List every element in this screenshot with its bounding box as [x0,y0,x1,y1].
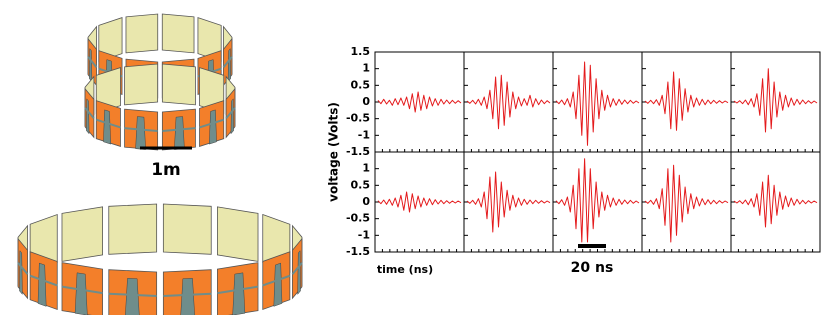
y-tick-label: -1 [358,128,370,141]
panel-feed [180,278,196,319]
panel-feed [37,262,47,307]
waveform [466,74,551,130]
panel-feed [124,278,140,319]
waveform [377,91,462,113]
y-tick-label: 1 [362,162,370,175]
panel-feed [297,249,301,296]
y-tick-label: 0.5 [351,178,371,191]
waveform [466,171,551,233]
scale-label: 1m [151,160,181,180]
y-tick-label: -1.5 [346,145,370,158]
back-panel [162,203,212,255]
panel-rib [199,118,225,129]
back-panel [125,13,159,54]
panel-rib [225,107,236,119]
panel-rib [124,127,158,132]
panel-feed [89,47,93,83]
waveform [644,164,729,243]
time-scale-label: 20 ns [571,260,614,276]
waveform [555,158,640,243]
panel-rib [95,118,121,129]
y-tick-label: 1 [362,62,370,75]
panel-feed [273,262,283,307]
panel-rib [84,107,95,119]
y-tick-label: -1.5 [346,245,370,258]
panel-rib [217,285,259,295]
back-panel [98,17,123,62]
y-tick-label: 1.5 [351,45,371,58]
panel-rib [163,292,212,297]
panel-rib [29,274,58,287]
back-panel [161,13,195,54]
panel-feed [103,109,112,145]
panel-rib [291,262,303,275]
panel-rib [162,127,196,132]
panel-feed [230,98,234,135]
panel-feed [86,98,90,135]
x-axis-label: time (ns) [377,263,433,276]
waveform [733,68,818,133]
y-tick-label: -1 [358,228,370,241]
panel-rib [87,56,98,68]
y-tick-label: -0.5 [346,112,370,125]
back-panel [61,206,103,262]
back-panel [161,63,196,106]
back-panel [108,203,158,255]
waveform [644,71,729,131]
panel-rib [61,285,103,295]
panel-feed [208,109,217,145]
panel-rib [262,274,291,287]
panel-feed [135,116,146,150]
y-tick-label: 0 [362,195,370,208]
waveform [377,191,462,213]
waveform [555,61,640,146]
panel-rib [108,292,157,297]
panel-feed [232,272,246,316]
y-axis-label: voltage (Volts) [327,102,341,202]
waveform [733,174,818,228]
y-tick-label: 0 [362,95,370,108]
y-tick-label: 0.5 [351,78,371,91]
back-panel [124,63,159,106]
back-panel [217,206,259,262]
waveform-panels: -1.5 -1 -0.5 0 0.5 1 1.5 voltage (Volts) -1.5 -1 -… [327,45,821,276]
y-tick-label: -0.5 [346,212,370,225]
panel-feed [227,47,231,83]
panel-rib [17,262,29,275]
panel-feed [19,249,23,296]
panel-rib [222,56,233,68]
panel-feed [174,116,185,150]
panel-feed [74,272,88,316]
